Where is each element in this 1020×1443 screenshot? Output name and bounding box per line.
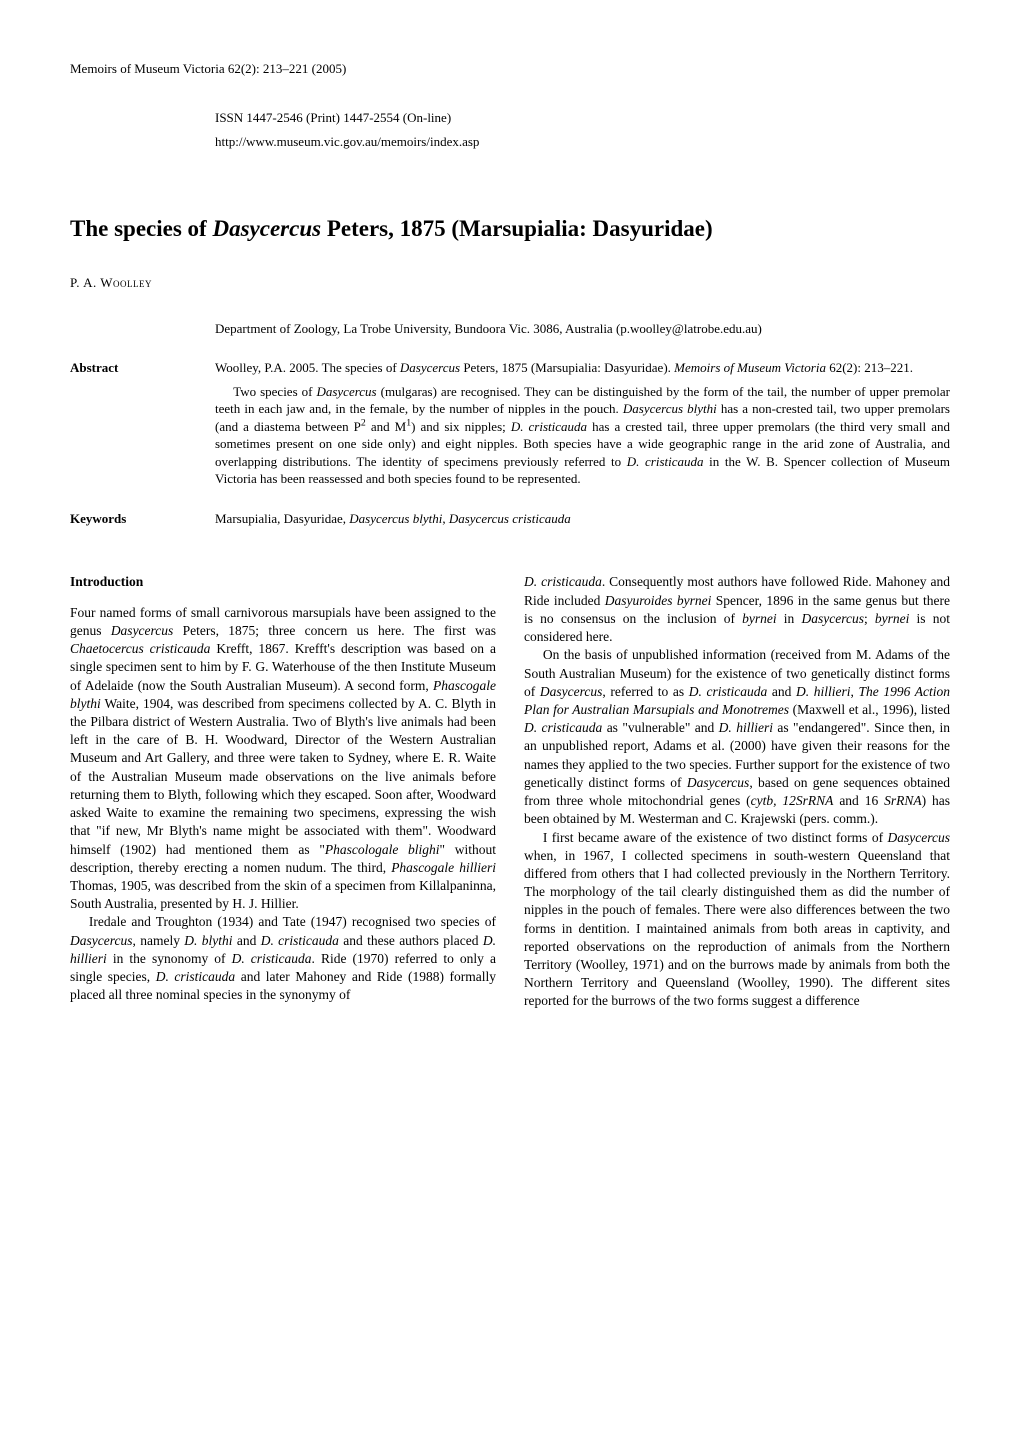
body-paragraph: Four named forms of small carnivorous ma… <box>70 604 496 914</box>
author-name: P. A. Woolley <box>70 274 950 292</box>
journal-reference: Memoirs of Museum Victoria 62(2): 213–22… <box>70 60 950 78</box>
body-paragraph: I first became aware of the existence of… <box>524 829 950 1011</box>
issn-block: ISSN 1447-2546 (Print) 1447-2554 (On-lin… <box>215 106 950 155</box>
keywords-label: Keywords <box>70 510 215 528</box>
main-two-column: Introduction Four named forms of small c… <box>70 573 950 1010</box>
issn-line: ISSN 1447-2546 (Print) 1447-2554 (On-lin… <box>215 106 950 131</box>
url-line: http://www.museum.vic.gov.au/memoirs/ind… <box>215 130 950 155</box>
body-paragraph: Iredale and Troughton (1934) and Tate (1… <box>70 913 496 1004</box>
keywords-content: Marsupialia, Dasyuridae, Dasycercus blyt… <box>215 510 950 528</box>
abstract-label: Abstract <box>70 359 215 488</box>
title-genus: Dasycercus <box>212 216 321 241</box>
abstract-row: Abstract Woolley, P.A. 2005. The species… <box>70 359 950 488</box>
right-column-paras: D. cristicauda. Consequently most author… <box>524 573 950 1010</box>
article-title: The species of Dasycercus Peters, 1875 (… <box>70 213 950 244</box>
title-pre: The species of <box>70 216 212 241</box>
affiliation-row: Department of Zoology, La Trobe Universi… <box>70 320 950 338</box>
title-post: Peters, 1875 (Marsupialia: Dasyuridae) <box>321 216 713 241</box>
body-paragraph: On the basis of unpublished information … <box>524 646 950 828</box>
right-column: D. cristicauda. Consequently most author… <box>524 573 950 1010</box>
abstract-body: Two species of Dasycercus (mulgaras) are… <box>215 383 950 488</box>
body-paragraph: D. cristicauda. Consequently most author… <box>524 573 950 646</box>
left-column-paras: Four named forms of small carnivorous ma… <box>70 604 496 1005</box>
keywords-row: Keywords Marsupialia, Dasyuridae, Dasyce… <box>70 510 950 528</box>
abstract-content: Woolley, P.A. 2005. The species of Dasyc… <box>215 359 950 488</box>
affiliation-text: Department of Zoology, La Trobe Universi… <box>215 320 950 338</box>
abstract-citation: Woolley, P.A. 2005. The species of Dasyc… <box>215 359 950 377</box>
left-column: Introduction Four named forms of small c… <box>70 573 496 1010</box>
introduction-heading: Introduction <box>70 573 496 591</box>
affiliation-label-spacer <box>70 320 215 338</box>
